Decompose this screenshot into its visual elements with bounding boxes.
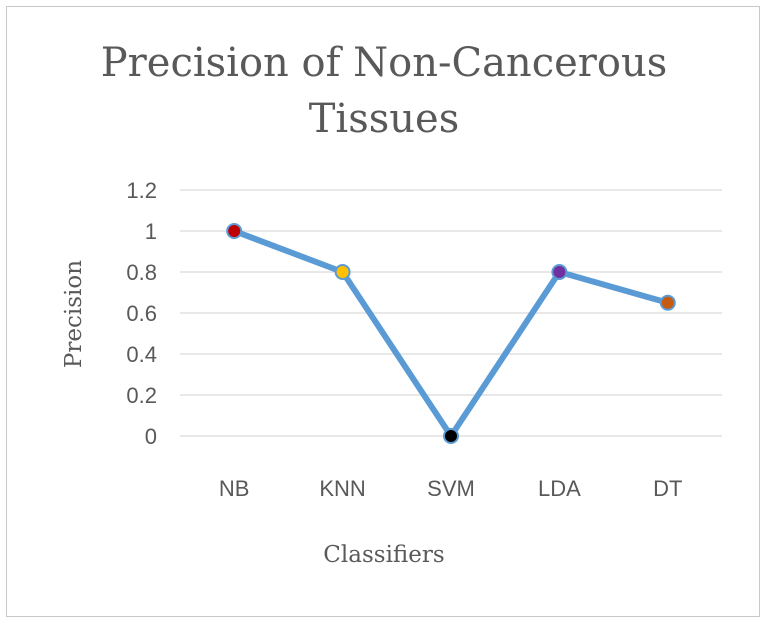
data-point-knn	[334, 264, 351, 280]
x-axis-ticks: NB KNN SVM LDA DT	[219, 476, 683, 501]
x-tick-label: DT	[653, 476, 682, 501]
gridlines	[180, 189, 722, 437]
y-tick-label: 1	[145, 219, 157, 244]
y-tick-label: 0.6	[126, 301, 157, 326]
data-point-lda	[551, 264, 568, 280]
y-axis-title: Precision	[61, 260, 87, 368]
x-tick-label: SVM	[427, 476, 475, 501]
chart-title-line-1: Precision of Non-Cancerous	[101, 40, 668, 86]
x-tick-label: LDA	[538, 476, 581, 501]
series-layer	[226, 223, 676, 444]
chart-title-line-2: Tissues	[309, 96, 460, 142]
data-point-svm	[443, 428, 459, 444]
x-tick-label: KNN	[319, 476, 365, 501]
data-point-nb	[226, 223, 243, 239]
y-tick-label: 0	[145, 424, 157, 449]
y-tick-label: 0.4	[126, 342, 157, 367]
x-axis-title: Classifiers	[323, 542, 444, 568]
x-tick-label: NB	[219, 476, 250, 501]
y-tick-label: 0.8	[126, 260, 157, 285]
y-tick-label: 1.2	[126, 178, 157, 203]
y-tick-label: 0.2	[126, 383, 157, 408]
data-point-dt	[659, 294, 676, 311]
chart-frame	[6, 6, 760, 617]
series-line	[231, 228, 671, 439]
y-axis-ticks: 0 0.2 0.4 0.6 0.8 1 1.2	[126, 178, 157, 449]
